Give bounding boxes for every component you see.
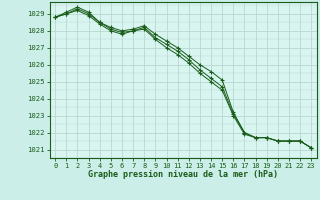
X-axis label: Graphe pression niveau de la mer (hPa): Graphe pression niveau de la mer (hPa) bbox=[88, 170, 278, 179]
